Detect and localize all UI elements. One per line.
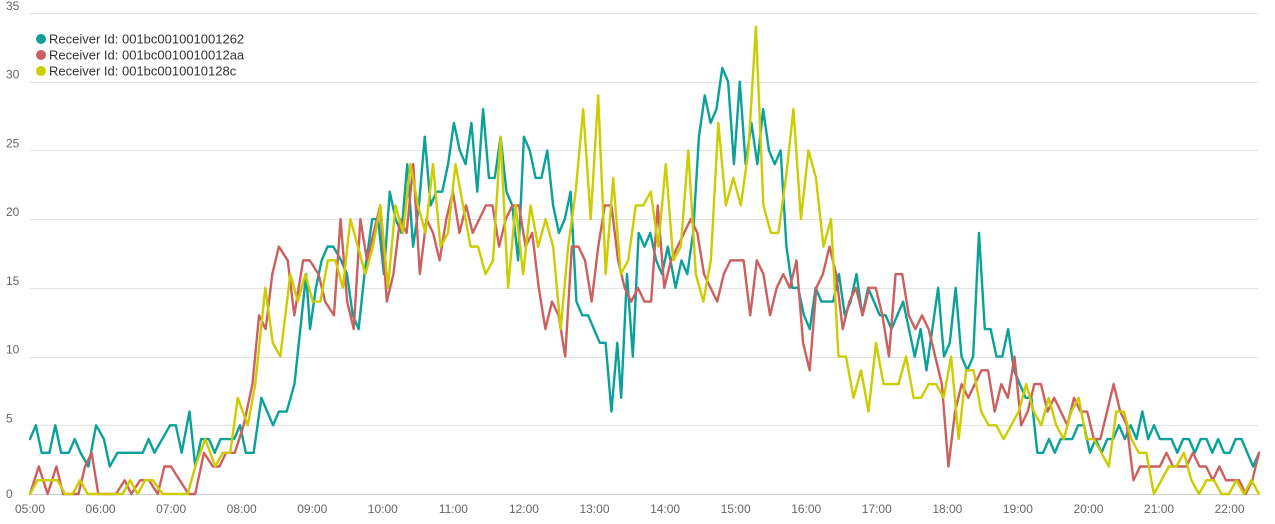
series-lines	[28, 25, 1261, 496]
series-line-3	[28, 25, 1261, 496]
y-tick-label: 10	[6, 343, 20, 357]
x-tick-label: 10:00	[368, 502, 398, 516]
x-tick-label: 06:00	[86, 502, 116, 516]
y-tick-label: 20	[6, 205, 20, 219]
x-tick-label: 22:00	[1215, 502, 1245, 516]
legend-label: Receiver Id: 001bc001001001262	[49, 32, 244, 47]
x-tick-label: 05:00	[15, 502, 45, 516]
x-axis: 05:00 06:00 07:00 08:00 09:00 10:00 11:00 12:00…	[15, 502, 1245, 516]
x-tick-label: 14:00	[650, 502, 680, 516]
series-line-2	[28, 162, 1261, 496]
x-tick-label: 17:00	[862, 502, 892, 516]
x-tick-label: 21:00	[1144, 502, 1174, 516]
legend-swatch	[36, 34, 46, 44]
x-tick-label: 08:00	[227, 502, 257, 516]
y-tick-label: 15	[6, 274, 20, 288]
x-tick-label: 13:00	[580, 502, 610, 516]
y-tick-label: 35	[6, 0, 20, 13]
y-tick-label: 30	[6, 68, 20, 82]
gridlines	[30, 13, 1259, 495]
y-tick-label: 0	[6, 487, 13, 501]
legend-swatch	[36, 66, 46, 76]
legend-item[interactable]: Receiver Id: 001bc0010010012aa	[36, 48, 245, 63]
series-line-1	[28, 66, 1261, 468]
y-tick-label: 5	[6, 411, 13, 425]
legend-item[interactable]: Receiver Id: 001bc0010010128c	[36, 64, 237, 79]
x-tick-label: 16:00	[791, 502, 821, 516]
legend-swatch	[36, 50, 46, 60]
y-axis: 0 5 10 15 20 25 30 35	[6, 0, 20, 501]
legend-label: Receiver Id: 001bc0010010128c	[49, 64, 237, 79]
x-tick-label: 11:00	[439, 502, 468, 516]
x-tick-label: 19:00	[1003, 502, 1033, 516]
x-tick-label: 12:00	[509, 502, 539, 516]
legend-label: Receiver Id: 001bc0010010012aa	[49, 48, 245, 63]
x-tick-label: 15:00	[721, 502, 751, 516]
y-tick-label: 25	[6, 136, 20, 150]
x-tick-label: 20:00	[1073, 502, 1103, 516]
x-tick-label: 09:00	[297, 502, 327, 516]
x-tick-label: 07:00	[156, 502, 186, 516]
x-tick-label: 18:00	[932, 502, 962, 516]
legend-item[interactable]: Receiver Id: 001bc001001001262	[36, 32, 244, 47]
